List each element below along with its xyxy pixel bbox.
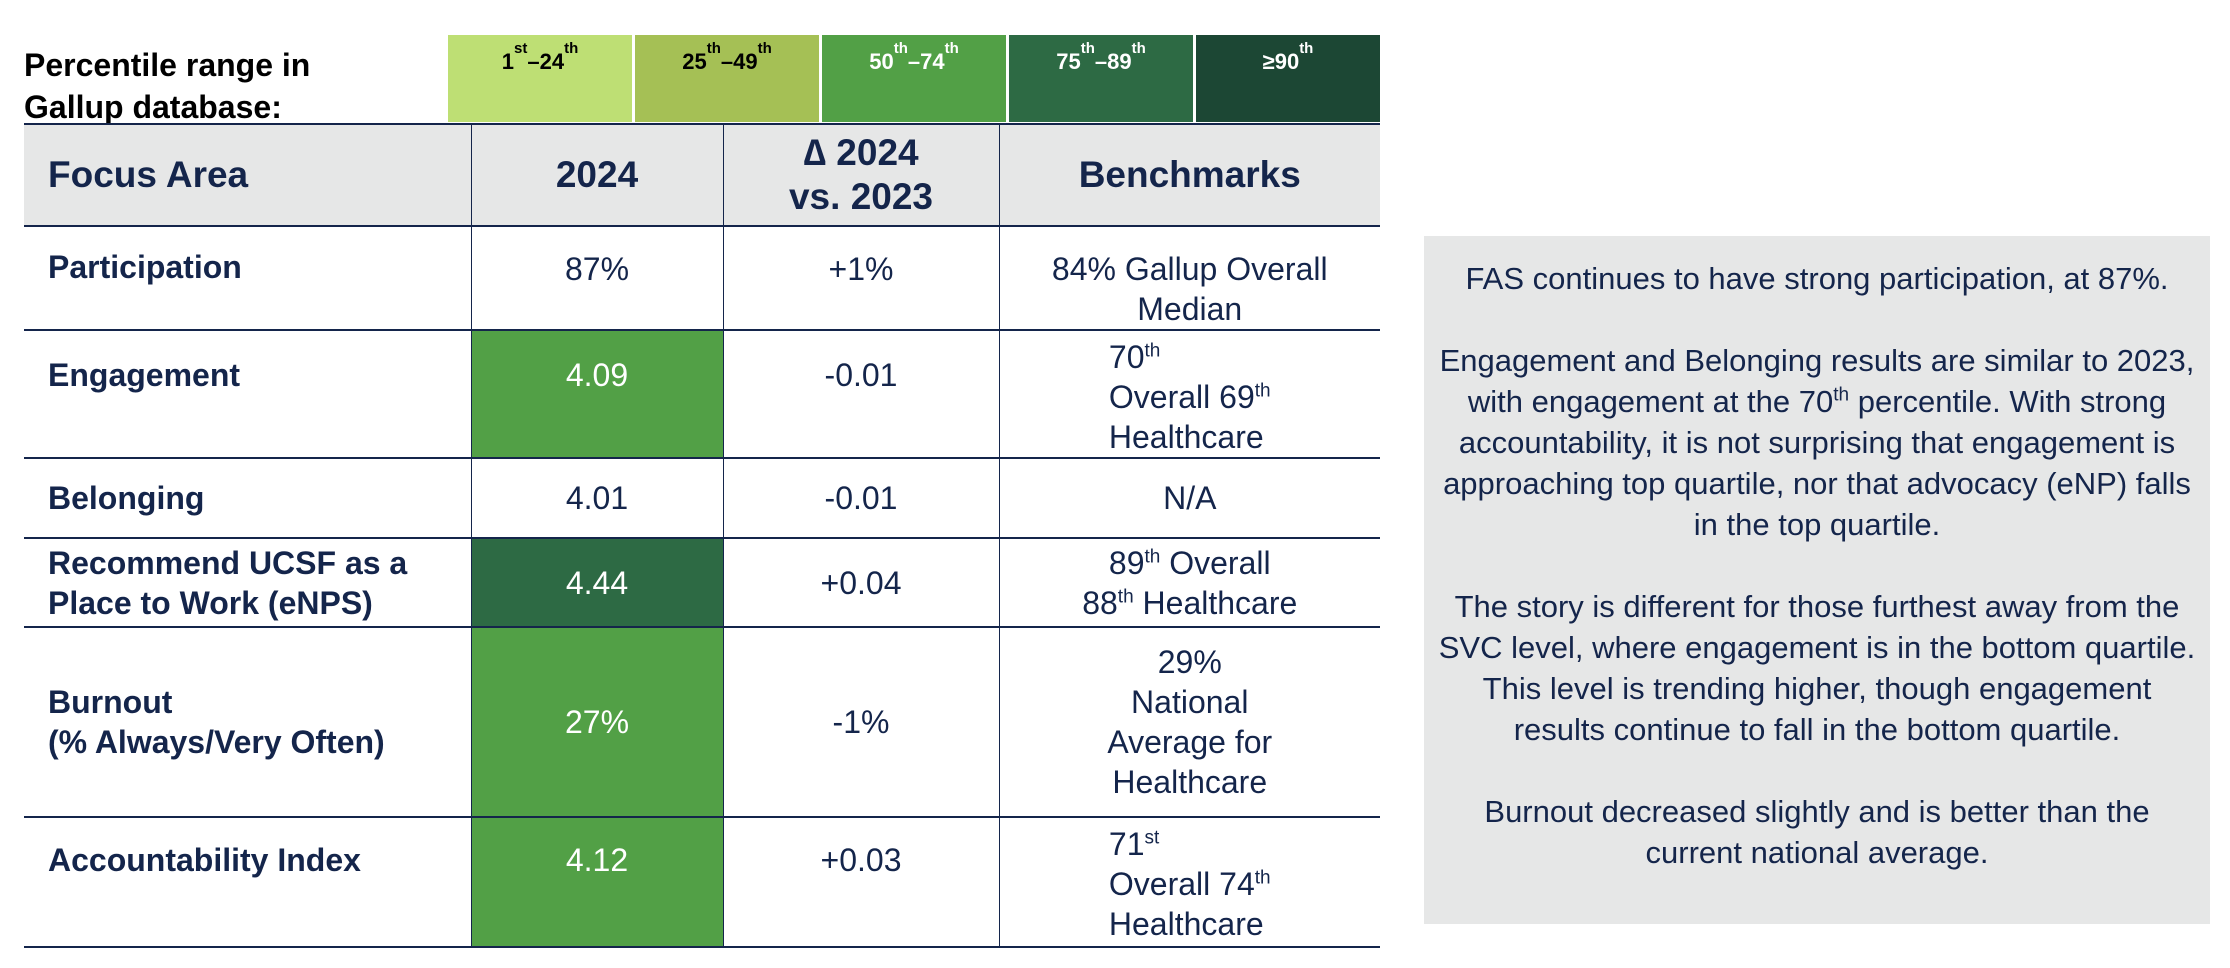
delta-cell: +1% — [723, 225, 999, 330]
legend-range-start: 50 — [869, 49, 894, 74]
legend-range-start: 1 — [501, 49, 514, 74]
benchmark-cell: 89th Overall 88th Healthcare — [998, 537, 1380, 627]
benchmark-text: Healthcare — [1133, 584, 1298, 621]
benchmark-line: 84% Gallup Overall — [1051, 251, 1328, 287]
legend-range-sep: – — [720, 49, 734, 74]
table-row: Engagement 4.09 -0.01 70th Overall 69th … — [24, 329, 1380, 458]
benchmark-text: Healthcare — [1108, 419, 1264, 455]
table-row: Accountability Index 4.12 +0.03 71st Ove… — [24, 816, 1380, 947]
header-delta: ∆ 2024 vs. 2023 — [723, 124, 999, 226]
focus-area-label: Belonging — [48, 480, 205, 516]
commentary-text: percentile. With strong accountability, … — [1443, 384, 2191, 542]
focus-area-label: Engagement — [48, 357, 241, 393]
benchmark-suffix: th — [1254, 867, 1271, 889]
benchmark-suffix: st — [1144, 827, 1160, 849]
benchmark-cell: 84% Gallup Overall Median — [998, 225, 1380, 330]
benchmark-line: Average for — [1107, 724, 1273, 760]
focus-area-label: Accountability Index — [48, 842, 361, 878]
focus-area-label: Recommend UCSF as a — [48, 544, 408, 581]
commentary-text: Engagement and Belonging results are sim… — [1439, 343, 2195, 419]
legend-range-start: ≥90 — [1262, 49, 1300, 74]
benchmark-cell: 71st Overall 74th Healthcare — [998, 816, 1380, 947]
header-focus-area: Focus Area — [24, 124, 471, 226]
benchmark-suffix: th — [1144, 340, 1161, 362]
focus-area-label: (% Always/Very Often) — [48, 724, 385, 760]
benchmark-line: 29% — [1157, 644, 1222, 680]
benchmark-percentile: 70 — [1108, 339, 1145, 375]
benchmark-text: Overall 74 — [1108, 866, 1255, 902]
value-2024-cell: 4.12 — [470, 816, 724, 947]
table-row: Belonging 4.01 -0.01 N/A — [24, 457, 1380, 538]
value-2024-cell: 4.09 — [470, 329, 724, 458]
delta-cell: -1% — [723, 626, 999, 817]
commentary-paragraph-burnout: Burnout decreased slightly and is better… — [1484, 794, 2150, 870]
benchmark-line: Median — [1137, 291, 1243, 327]
legend-range-start: 25 — [682, 49, 707, 74]
legend-range-sep: – — [1094, 49, 1108, 74]
table-header-row: Focus Area 2024 ∆ 2024 vs. 2023 Benchmar… — [24, 124, 1380, 226]
focus-area-cell: Accountability Index — [24, 816, 471, 947]
benchmark-text: Overall 69 — [1108, 379, 1255, 415]
commentary-panel: FAS continues to have strong participati… — [1424, 236, 2210, 924]
benchmark-percentile: 71 — [1108, 826, 1145, 862]
value-2024-cell: 4.01 — [470, 457, 724, 538]
benchmark-percentile: 89 — [1108, 544, 1145, 581]
header-delta-line2: vs. 2023 — [788, 176, 934, 217]
benchmark-line: Healthcare — [1112, 764, 1268, 800]
legend-range-end: 74 — [920, 49, 945, 74]
legend-range-end: 24 — [539, 49, 565, 74]
commentary-paragraph-participation: FAS continues to have strong participati… — [1465, 261, 2169, 296]
focus-area-cell: Participation — [24, 225, 471, 330]
commentary-suffix: th — [1833, 384, 1850, 406]
legend-range-90-plus: ≥90 th — [1196, 35, 1380, 122]
table-row: Recommend UCSF as a Place to Work (eNPS)… — [24, 537, 1380, 627]
delta-cell: +0.04 — [723, 537, 999, 627]
legend-title: Percentile range in Gallup database: — [24, 44, 310, 128]
benchmark-line: National — [1131, 684, 1249, 720]
benchmark-text: Overall — [1160, 544, 1271, 581]
benchmark-suffix: th — [1117, 585, 1134, 607]
focus-area-cell: Burnout (% Always/Very Often) — [24, 626, 471, 817]
focus-area-cell: Recommend UCSF as a Place to Work (eNPS) — [24, 537, 471, 627]
legend-range-sep: – — [907, 49, 921, 74]
focus-area-cell: Belonging — [24, 457, 471, 538]
benchmark-cell: 29% National Average for Healthcare — [998, 626, 1380, 817]
focus-area-table: Focus Area 2024 ∆ 2024 vs. 2023 Benchmar… — [24, 123, 1380, 948]
legend-title-line2: Gallup database: — [24, 89, 282, 125]
focus-area-label: Participation — [48, 249, 242, 285]
header-benchmarks: Benchmarks — [998, 124, 1380, 226]
benchmark-percentile: 88 — [1082, 584, 1118, 621]
value-2024-cell: 4.44 — [470, 537, 724, 627]
delta-cell: -0.01 — [723, 329, 999, 458]
header-delta-line1: ∆ 2024 — [803, 132, 919, 173]
commentary-paragraph-svc: The story is different for those furthes… — [1438, 589, 2196, 747]
benchmark-cell: N/A — [998, 457, 1380, 538]
focus-area-cell: Engagement — [24, 329, 471, 458]
benchmark-suffix: th — [1144, 545, 1161, 567]
legend-title-line1: Percentile range in — [24, 47, 311, 83]
legend-range-start: 75 — [1056, 49, 1081, 74]
delta-cell: -0.01 — [723, 457, 999, 538]
value-2024-cell: 87% — [470, 225, 724, 330]
commentary-paragraph-engagement: Engagement and Belonging results are sim… — [1438, 340, 2196, 545]
legend-range-sep: – — [527, 49, 540, 74]
delta-cell: +0.03 — [723, 816, 999, 947]
legend-range-end: 89 — [1107, 49, 1132, 74]
value-2024-cell: 27% — [470, 626, 724, 817]
focus-area-label: Place to Work (eNPS) — [48, 584, 373, 621]
table-row: Burnout (% Always/Very Often) 27% -1% 29… — [24, 626, 1380, 817]
focus-area-label: Burnout — [48, 684, 173, 720]
legend-range-end: 49 — [733, 49, 758, 74]
benchmark-cell: 70th Overall 69th Healthcare — [998, 329, 1380, 458]
header-2024: 2024 — [470, 124, 724, 226]
benchmark-suffix: th — [1254, 380, 1271, 402]
table-row: Participation 87% +1% 84% Gallup Overall… — [24, 225, 1380, 330]
benchmark-text: Healthcare — [1108, 906, 1264, 942]
